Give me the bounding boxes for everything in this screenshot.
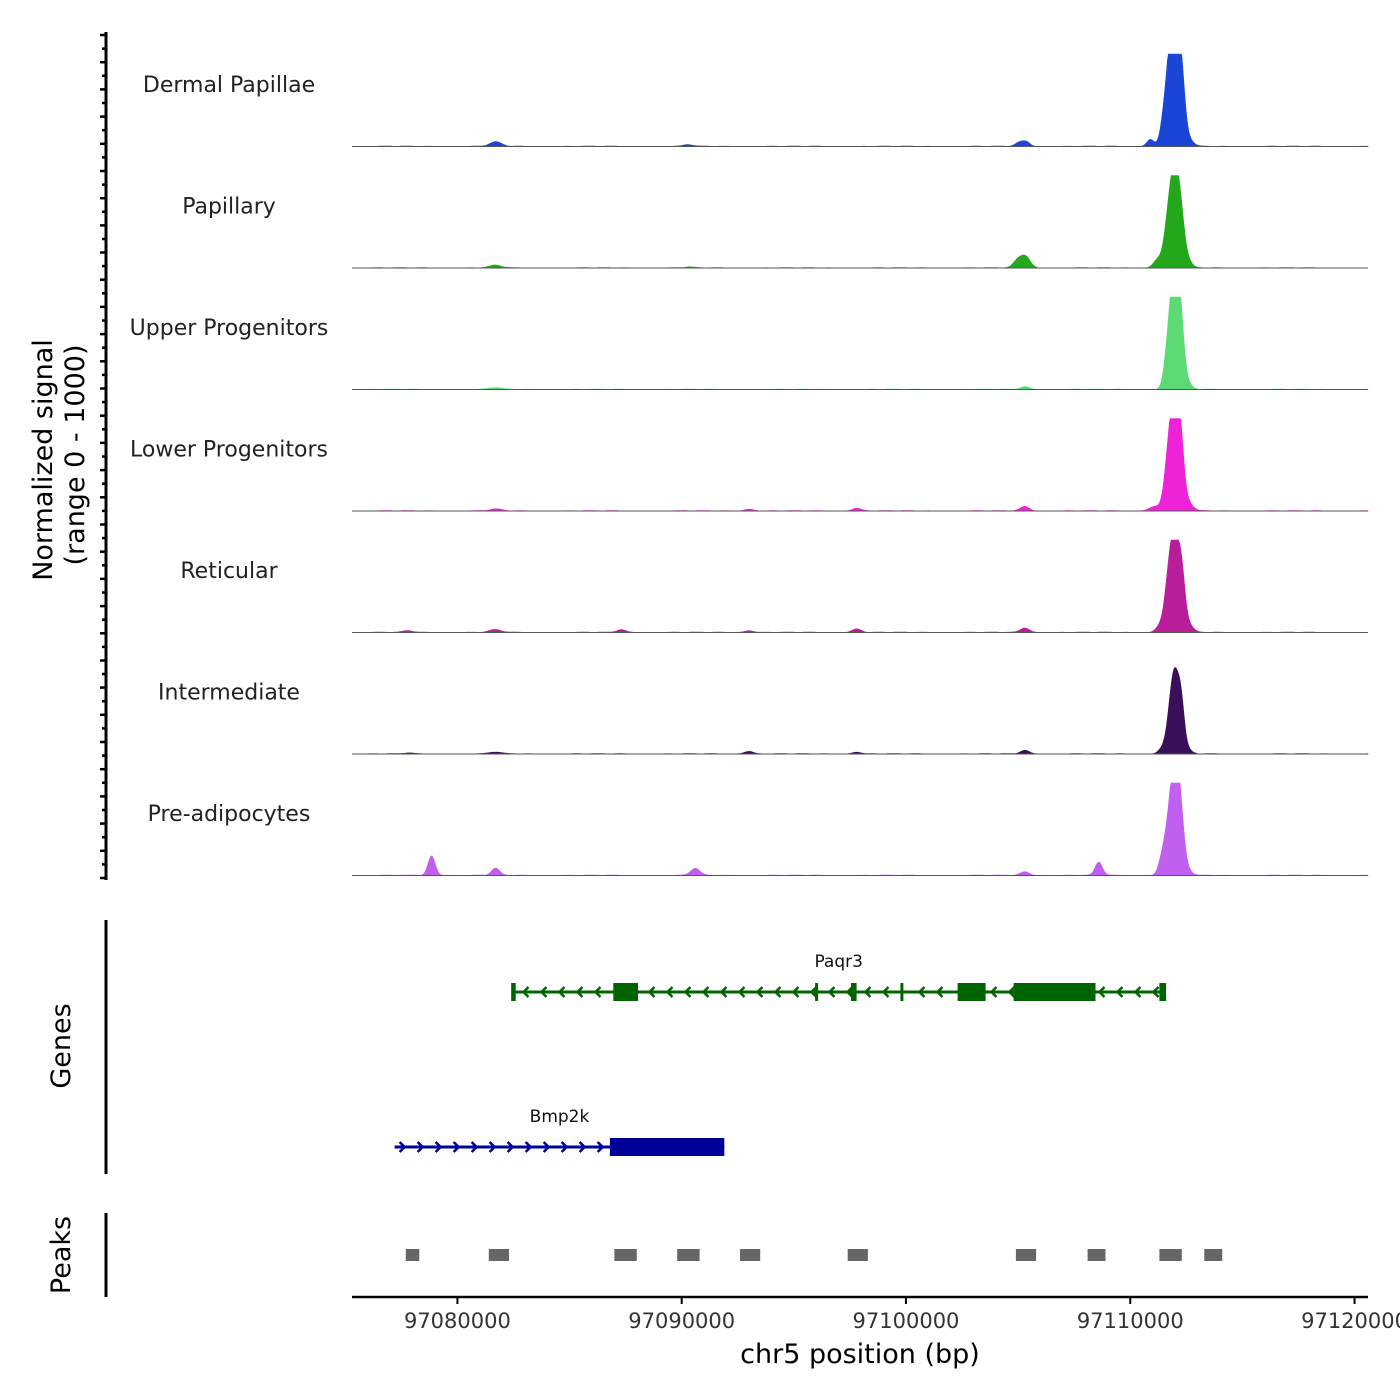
track-label: Lower Progenitors	[130, 437, 328, 462]
track-label: Upper Progenitors	[130, 316, 329, 341]
peak-region	[1015, 1249, 1037, 1261]
y-axis-title-range: (range 0 - 1000)	[60, 345, 91, 566]
coverage-area	[352, 53, 1369, 147]
gene-exon	[1013, 983, 1096, 1001]
strand-chevron	[539, 986, 548, 998]
strand-chevron	[881, 986, 890, 998]
track-label: Intermediate	[158, 680, 300, 705]
peak-region	[1087, 1249, 1106, 1261]
strand-chevron	[593, 986, 602, 998]
gene-name-label: Paqr3	[814, 952, 863, 972]
genes-panel-title: Genes	[46, 1003, 77, 1088]
strand-chevron	[647, 986, 656, 998]
coverage-y-ticks	[100, 33, 106, 880]
strand-chevron	[506, 1141, 515, 1153]
strand-chevron	[575, 986, 584, 998]
strand-chevron	[791, 986, 800, 998]
strand-chevron	[557, 986, 566, 998]
strand-chevron	[719, 986, 728, 998]
gene-exon	[609, 1138, 725, 1156]
track-label: Dermal Papillae	[143, 73, 315, 98]
peak-region	[1159, 1249, 1182, 1261]
peak-region	[405, 1249, 420, 1261]
track-label: Papillary	[182, 194, 276, 219]
gene-exon	[957, 983, 986, 1001]
coverage-tracks: Dermal Papillae Papillary Upper Progenitor…	[130, 53, 1369, 876]
peak-region	[1204, 1249, 1223, 1261]
gene-exon	[511, 983, 516, 1001]
track-lower-progenitors: Lower Progenitors	[130, 418, 1369, 512]
gene-bmp2k[interactable]: Bmp2k	[394, 1107, 725, 1156]
strand-chevron	[560, 1141, 569, 1153]
peak-region	[740, 1249, 761, 1261]
track-papillary: Papillary	[182, 175, 1369, 269]
coverage-area	[352, 296, 1369, 390]
x-axis-title: chr5 position (bp)	[740, 1339, 980, 1370]
strand-chevron	[1133, 986, 1142, 998]
peak-region	[488, 1249, 509, 1261]
strand-chevron	[809, 986, 818, 998]
strand-chevron	[1007, 986, 1016, 998]
coverage-area	[352, 418, 1369, 512]
strand-chevron	[488, 1141, 497, 1153]
gene-exon	[613, 983, 638, 1001]
strand-chevron	[596, 1141, 605, 1153]
x-tick-label: 97120000	[1301, 1309, 1400, 1333]
strand-chevron	[524, 1141, 533, 1153]
genes-panel: Paqr3 Bmp2k	[394, 952, 1167, 1156]
x-axis-ticks: 97080000 97090000 97100000 97110000 97120000	[404, 1297, 1400, 1333]
strand-chevron	[521, 986, 530, 998]
strand-chevron	[542, 1141, 551, 1153]
track-label: Pre-adipocytes	[148, 802, 311, 827]
strand-chevron	[917, 986, 926, 998]
track-pre-adipocytes: Pre-adipocytes	[148, 782, 1369, 876]
gene-exon	[851, 983, 857, 1001]
strand-chevron	[470, 1141, 479, 1153]
strand-chevron	[416, 1141, 425, 1153]
strand-chevron	[863, 986, 872, 998]
strand-chevron	[434, 1141, 443, 1153]
coverage-area	[352, 175, 1369, 269]
coverage-area	[352, 667, 1369, 755]
peak-region	[614, 1249, 637, 1261]
strand-chevron	[1115, 986, 1124, 998]
strand-chevron	[452, 1141, 461, 1153]
strand-chevron	[578, 1141, 587, 1153]
coverage-area	[352, 539, 1368, 633]
peaks-panel-title: Peaks	[46, 1216, 77, 1294]
gene-exon	[815, 983, 819, 1001]
gene-exon	[1159, 983, 1167, 1001]
strand-chevron	[827, 986, 836, 998]
strand-chevron	[398, 1141, 407, 1153]
x-tick-label: 97090000	[628, 1309, 735, 1333]
x-tick-label: 97110000	[1077, 1309, 1184, 1333]
gene-exon	[900, 983, 904, 1001]
strand-chevron	[845, 986, 854, 998]
strand-chevron	[683, 986, 692, 998]
strand-chevron	[1151, 986, 1160, 998]
track-label: Reticular	[180, 559, 278, 584]
track-upper-progenitors: Upper Progenitors	[130, 296, 1369, 390]
x-tick-label: 97080000	[404, 1309, 511, 1333]
track-intermediate: Intermediate	[158, 667, 1369, 755]
peaks-panel	[405, 1249, 1223, 1261]
strand-chevron	[665, 986, 674, 998]
peak-region	[847, 1249, 868, 1261]
gene-name-label: Bmp2k	[530, 1107, 590, 1127]
gene-paqr3[interactable]: Paqr3	[511, 952, 1167, 1001]
strand-chevron	[737, 986, 746, 998]
coverage-area	[352, 782, 1369, 876]
strand-chevron	[1097, 986, 1106, 998]
strand-chevron	[935, 986, 944, 998]
strand-chevron	[773, 986, 782, 998]
peak-region	[677, 1249, 700, 1261]
y-axis-title: Normalized signal	[28, 339, 59, 581]
strand-chevron	[701, 986, 710, 998]
track-dermal-papillae: Dermal Papillae	[143, 53, 1369, 147]
strand-chevron	[755, 986, 764, 998]
x-tick-label: 97100000	[853, 1309, 960, 1333]
strand-chevron	[989, 986, 998, 998]
track-reticular: Reticular	[180, 539, 1368, 633]
